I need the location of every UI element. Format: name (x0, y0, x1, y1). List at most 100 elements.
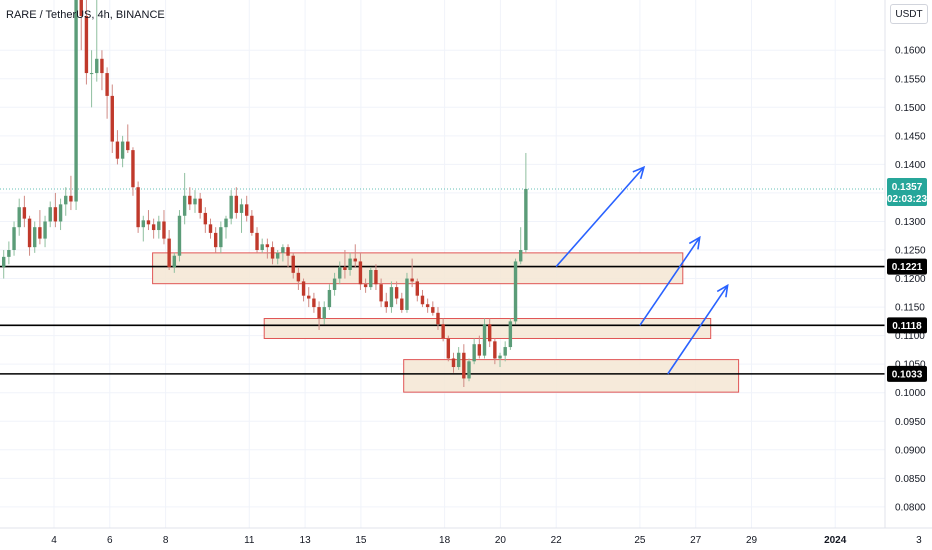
candle-body (327, 289, 332, 308)
symbol-title-text: RARE / TetherUS, 4h, BINANCE (6, 9, 165, 21)
candle-body (234, 195, 239, 213)
candle-body (27, 218, 32, 248)
candle-body (95, 58, 99, 74)
candle-body (374, 269, 378, 285)
candles-layer (2, 0, 528, 388)
candle-body (167, 238, 171, 268)
candle-body (400, 298, 404, 310)
current-price-tag (887, 177, 927, 206)
candle-body (379, 284, 383, 302)
candle-body (48, 207, 52, 222)
candle-body (451, 358, 456, 368)
level-price-tag (887, 258, 927, 275)
level-price-tag-text: 0.1118 (892, 321, 922, 332)
x-tick-label: 8 (163, 535, 169, 546)
y-tick-label: 0.0900 (895, 445, 926, 456)
candle-body (69, 195, 73, 202)
candle-body (136, 187, 140, 228)
y-tick-label: 0.1150 (895, 303, 925, 314)
candle-body (115, 141, 120, 159)
level-price-tag-text: 0.1221 (892, 262, 923, 273)
current-price-countdown: 02:03:23 (887, 194, 927, 205)
candle-body (394, 287, 399, 299)
candle-body (317, 307, 321, 319)
y-tick-label: 0.1400 (895, 160, 926, 171)
candle-body (7, 250, 11, 257)
x-tick-label: 22 (551, 535, 563, 546)
candle-body (446, 338, 451, 359)
y-tick-label: 0.1200 (895, 274, 926, 285)
level-price-tag (887, 365, 927, 382)
support-zone (263, 318, 712, 339)
current-price-value: 0.1357 (892, 182, 923, 193)
y-tick-label: 0.1500 (895, 103, 926, 114)
candle-body (270, 247, 275, 259)
candle-body (487, 324, 492, 342)
candle-body (508, 321, 513, 348)
projection-arrow-head (716, 283, 729, 298)
projection-arrow (555, 166, 645, 268)
candle-body (22, 207, 27, 219)
x-tick-label: 11 (244, 535, 255, 546)
x-axis[interactable]: 4 6 8 11 13 15 18 20 22 25 27 29 2024 3 (0, 527, 932, 550)
candle-body (229, 195, 233, 219)
projection-arrow-head (688, 235, 701, 250)
y-tick-label: 0.0850 (895, 474, 926, 485)
x-tick-label: 15 (355, 535, 367, 546)
x-tick-label: 18 (439, 535, 451, 546)
level-price-tag (887, 317, 927, 334)
candle-body (89, 73, 94, 75)
y-tick-label: 0.1550 (895, 74, 926, 85)
candle-body (312, 298, 316, 308)
candle-body (369, 269, 373, 288)
candle-body (384, 301, 388, 308)
candle-body (498, 355, 502, 359)
y-axis[interactable]: 0.16000.15500.15000.14500.14000.13500.13… (884, 0, 932, 550)
projection-arrow (639, 237, 701, 326)
candle-body (420, 295, 425, 305)
candle-body (265, 244, 270, 248)
candle-body (74, 0, 78, 202)
candle-body (296, 272, 301, 282)
currency-button[interactable]: USDT (890, 4, 928, 24)
y-tick-label: 0.1250 (895, 246, 926, 257)
symbol-title[interactable]: RARE / TetherUS, 4h, BINANCE (6, 9, 165, 21)
candle-body (198, 198, 202, 213)
candle-body (353, 258, 357, 262)
candle-body (322, 307, 326, 319)
candle-body (12, 227, 16, 251)
candle-body (493, 341, 497, 359)
candle-body (110, 95, 114, 142)
candle-body (53, 207, 58, 222)
candle-body (456, 352, 461, 368)
candle-body (151, 224, 156, 231)
y-tick-label: 0.1300 (895, 217, 926, 228)
candle-body (120, 141, 125, 159)
candle-body (301, 281, 306, 296)
y-tick-label: 0.1050 (895, 360, 926, 371)
candle-body (410, 278, 414, 282)
candle-body (146, 220, 151, 225)
x-tick-label: 27 (690, 535, 702, 546)
x-tick-label: 6 (107, 535, 113, 546)
y-tick-label: 0.1100 (895, 331, 925, 342)
candle-body (100, 58, 104, 74)
y-tick-label: 0.1600 (895, 46, 926, 57)
candle-body (250, 215, 254, 233)
candle-body (343, 267, 347, 270)
x-axis-background (0, 528, 932, 550)
x-tick-label: 20 (495, 535, 507, 546)
candle-body (17, 207, 21, 228)
candle-body (105, 73, 109, 96)
candle-body (276, 252, 280, 259)
y-tick-label: 0.0950 (895, 417, 926, 428)
x-tick-label: 29 (746, 535, 758, 546)
x-tick-label: 13 (300, 535, 312, 546)
x-tick-label: 25 (634, 535, 646, 546)
candle-body (141, 220, 145, 228)
candle-body (436, 312, 440, 325)
y-tick-label: 0.1450 (895, 131, 926, 142)
level-price-tag-text: 0.1033 (892, 369, 923, 380)
